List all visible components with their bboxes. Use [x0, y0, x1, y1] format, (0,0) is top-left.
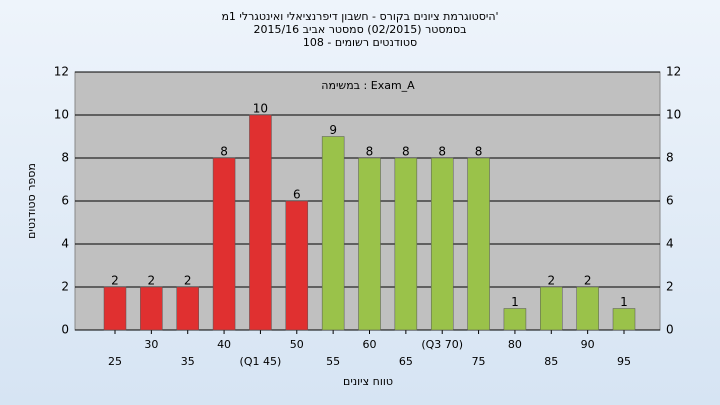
bar [285, 200, 309, 331]
y2-tick-label: 4 [666, 237, 674, 251]
x-tick-label: (Q1 45) [240, 355, 282, 368]
x-tick-label: 55 [326, 355, 340, 368]
bar [140, 286, 163, 331]
data-label: 8 [475, 145, 483, 159]
bar [540, 286, 563, 331]
data-label: 8 [366, 145, 374, 159]
x-tick-label: 85 [544, 355, 558, 368]
x-tick-label: 50 [290, 338, 304, 351]
y-tick-label: 0 [61, 323, 69, 337]
y2-tick-label: 0 [666, 323, 674, 337]
y-tick-label: 4 [61, 237, 69, 251]
data-label: 8 [438, 145, 446, 159]
y2-tick-label: 6 [666, 194, 674, 208]
x-tick-label: 35 [181, 355, 195, 368]
y2-tick-label: 8 [666, 151, 674, 165]
data-label: 2 [148, 274, 156, 288]
data-label: 2 [547, 274, 555, 288]
annotation: במשימה : Exam_A [321, 79, 415, 92]
data-label: 9 [329, 123, 337, 137]
data-label: 8 [402, 145, 410, 159]
x-axis-label: טווח ציונים [343, 375, 393, 388]
y2-tick-label: 10 [666, 108, 681, 122]
data-label: 2 [584, 274, 592, 288]
bar [321, 136, 345, 331]
y-tick-label: 2 [61, 280, 69, 294]
bar [467, 157, 490, 331]
x-tick-label: 60 [363, 338, 377, 351]
x-tick-label: 90 [581, 338, 595, 351]
bar [212, 157, 236, 331]
x-tick-label: 80 [508, 338, 522, 351]
bar [176, 286, 199, 331]
y2-tick-label: 12 [666, 65, 681, 79]
bar [576, 286, 599, 331]
data-label: 6 [293, 188, 301, 202]
chart-title: היסטוגרמת ציונים בקורס - חשבון דיפרנציאל… [221, 10, 498, 23]
y-tick-label: 12 [54, 65, 69, 79]
x-tick-label: 65 [399, 355, 413, 368]
y-tick-label: 8 [61, 151, 69, 165]
data-label: 10 [253, 102, 268, 116]
x-tick-label: 30 [144, 338, 158, 351]
y-tick-label: 10 [54, 108, 69, 122]
x-tick-label: 75 [472, 355, 486, 368]
x-tick-label: 95 [617, 355, 631, 368]
chart-subtitle: בסמסטר (02/2015) סמסטר אביב 2015/16 [253, 23, 466, 36]
x-tick-label: 40 [217, 338, 231, 351]
bar [358, 157, 381, 331]
x-tick-label: 25 [108, 355, 122, 368]
bar [394, 157, 418, 331]
y2-tick-label: 2 [666, 280, 674, 294]
data-label: 8 [220, 145, 228, 159]
data-label: 2 [184, 274, 192, 288]
y-axis-label: מספר סטודנטים [25, 163, 38, 239]
data-label: 1 [511, 295, 519, 309]
bar [249, 114, 272, 331]
bar [103, 286, 127, 331]
data-label: 2 [111, 274, 119, 288]
data-label: 1 [620, 295, 628, 309]
x-tick-label: (Q3 70) [421, 338, 463, 351]
y-tick-label: 6 [61, 194, 69, 208]
bar [503, 308, 527, 331]
chart-subtitle: סטודנטים רשומים - 108 [303, 36, 417, 49]
bar [612, 308, 636, 331]
bar [430, 157, 454, 331]
